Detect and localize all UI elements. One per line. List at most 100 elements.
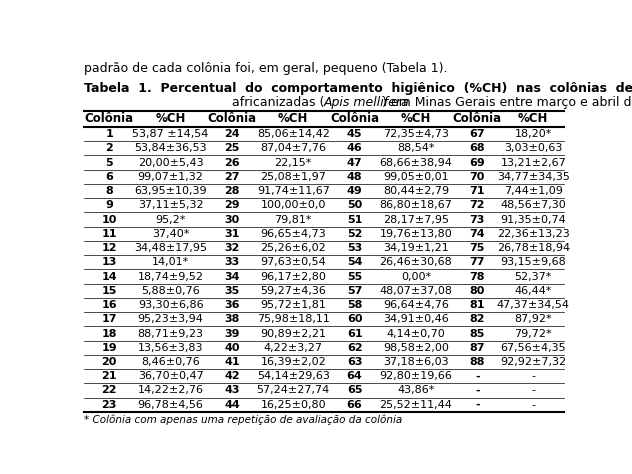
Text: %CH: %CH: [155, 112, 186, 125]
Text: 75,98±18,11: 75,98±18,11: [257, 314, 330, 324]
Text: 98,58±2,00: 98,58±2,00: [383, 343, 449, 353]
Text: 26: 26: [224, 157, 240, 168]
Text: 14: 14: [101, 272, 117, 282]
Text: 16: 16: [101, 300, 117, 310]
Text: 72: 72: [470, 201, 485, 210]
Text: 26,46±30,68: 26,46±30,68: [380, 257, 453, 267]
Text: 86,80±18,67: 86,80±18,67: [379, 201, 453, 210]
Text: 3,03±0,63: 3,03±0,63: [504, 143, 562, 153]
Text: 87,92*: 87,92*: [514, 314, 552, 324]
Text: 57,24±27,74: 57,24±27,74: [257, 385, 330, 395]
Text: 53,87 ±14,54: 53,87 ±14,54: [132, 129, 209, 139]
Text: 34,48±17,95: 34,48±17,95: [134, 243, 207, 253]
Text: 19,76±13,80: 19,76±13,80: [380, 229, 453, 239]
Text: 13,21±2,67: 13,21±2,67: [501, 157, 566, 168]
Text: 61: 61: [347, 328, 362, 338]
Text: 80: 80: [470, 286, 485, 296]
Text: 92,92±7,32: 92,92±7,32: [500, 357, 566, 367]
Text: africanizadas (: africanizadas (: [231, 96, 324, 109]
Text: 96,65±4,73: 96,65±4,73: [260, 229, 326, 239]
Text: 33: 33: [224, 257, 240, 267]
Text: 55: 55: [347, 272, 362, 282]
Text: 50: 50: [347, 201, 362, 210]
Text: 36,70±0,47: 36,70±0,47: [138, 371, 204, 381]
Text: 53,84±36,53: 53,84±36,53: [134, 143, 207, 153]
Text: 14,22±2,76: 14,22±2,76: [138, 385, 204, 395]
Text: 88,54*: 88,54*: [397, 143, 435, 153]
Text: 99,07±1,32: 99,07±1,32: [138, 172, 204, 182]
Text: 57: 57: [347, 286, 362, 296]
Text: 87,04±7,76: 87,04±7,76: [260, 143, 326, 153]
Text: 64: 64: [347, 371, 362, 381]
Text: ) em Minas Gerais entre março e abril de 2006.: ) em Minas Gerais entre março e abril de…: [382, 96, 632, 109]
Text: 17: 17: [102, 314, 117, 324]
Text: -: -: [475, 385, 480, 395]
Text: 22: 22: [102, 385, 117, 395]
Text: 34: 34: [224, 272, 240, 282]
Text: 16,25±0,80: 16,25±0,80: [260, 400, 326, 410]
Text: 88,71±9,23: 88,71±9,23: [138, 328, 204, 338]
Text: 42: 42: [224, 371, 240, 381]
Text: 8: 8: [106, 186, 113, 196]
Text: 2: 2: [106, 143, 113, 153]
Text: 18,74±9,52: 18,74±9,52: [138, 272, 204, 282]
Text: 34,77±34,35: 34,77±34,35: [497, 172, 569, 182]
Text: 95,2*: 95,2*: [155, 215, 186, 225]
Text: 34,91±0,46: 34,91±0,46: [383, 314, 449, 324]
Text: 85: 85: [470, 328, 485, 338]
Text: 48,56±7,30: 48,56±7,30: [501, 201, 566, 210]
Text: 92,80±19,66: 92,80±19,66: [379, 371, 453, 381]
Text: 13: 13: [102, 257, 117, 267]
Text: 54,14±29,63: 54,14±29,63: [257, 371, 330, 381]
Text: 25,26±6,02: 25,26±6,02: [260, 243, 326, 253]
Text: 71: 71: [470, 186, 485, 196]
Text: 30: 30: [224, 215, 240, 225]
Text: 90,89±2,21: 90,89±2,21: [260, 328, 326, 338]
Text: 28: 28: [224, 186, 240, 196]
Text: 72,35±4,73: 72,35±4,73: [383, 129, 449, 139]
Text: 95,72±1,81: 95,72±1,81: [260, 300, 326, 310]
Text: 63: 63: [347, 357, 362, 367]
Text: 41: 41: [224, 357, 240, 367]
Text: 67: 67: [470, 129, 485, 139]
Text: 1: 1: [106, 129, 113, 139]
Text: 14,01*: 14,01*: [152, 257, 189, 267]
Text: 0,00*: 0,00*: [401, 272, 431, 282]
Text: 58: 58: [347, 300, 362, 310]
Text: 25,08±1,97: 25,08±1,97: [260, 172, 326, 182]
Text: 4,14±0,70: 4,14±0,70: [387, 328, 446, 338]
Text: 38: 38: [224, 314, 240, 324]
Text: 54: 54: [347, 257, 362, 267]
Text: 87: 87: [470, 343, 485, 353]
Text: 24: 24: [224, 129, 240, 139]
Text: 34,19±1,21: 34,19±1,21: [383, 243, 449, 253]
Text: 15: 15: [102, 286, 117, 296]
Text: 31: 31: [224, 229, 240, 239]
Text: 67,56±4,35: 67,56±4,35: [501, 343, 566, 353]
Text: 36: 36: [224, 300, 240, 310]
Text: 9: 9: [106, 201, 113, 210]
Text: %CH: %CH: [401, 112, 431, 125]
Text: 25,52±11,44: 25,52±11,44: [379, 400, 453, 410]
Text: 18: 18: [102, 328, 117, 338]
Text: 88: 88: [470, 357, 485, 367]
Text: 68: 68: [470, 143, 485, 153]
Text: Colônia: Colônia: [85, 112, 134, 125]
Text: 65: 65: [347, 385, 362, 395]
Text: -: -: [475, 400, 480, 410]
Text: 37,11±5,32: 37,11±5,32: [138, 201, 204, 210]
Text: 29: 29: [224, 201, 240, 210]
Text: 47,37±34,54: 47,37±34,54: [497, 300, 569, 310]
Text: Tabela  1.  Percentual  do  comportamento  higiênico  (%CH)  nas  colônias  de  : Tabela 1. Percentual do comportamento hi…: [84, 82, 632, 95]
Text: 62: 62: [347, 343, 362, 353]
Text: Apis mellifera: Apis mellifera: [324, 96, 410, 109]
Text: 95,23±3,94: 95,23±3,94: [138, 314, 204, 324]
Text: 13,56±3,83: 13,56±3,83: [138, 343, 204, 353]
Text: 74: 74: [470, 229, 485, 239]
Text: 91,74±11,67: 91,74±11,67: [257, 186, 330, 196]
Text: 51: 51: [347, 215, 362, 225]
Text: padrão de cada colônia foi, em geral, pequeno (Tabela 1).: padrão de cada colônia foi, em geral, pe…: [84, 62, 447, 75]
Text: 7,44±1,09: 7,44±1,09: [504, 186, 562, 196]
Text: 99,05±0,01: 99,05±0,01: [383, 172, 449, 182]
Text: 37,40*: 37,40*: [152, 229, 189, 239]
